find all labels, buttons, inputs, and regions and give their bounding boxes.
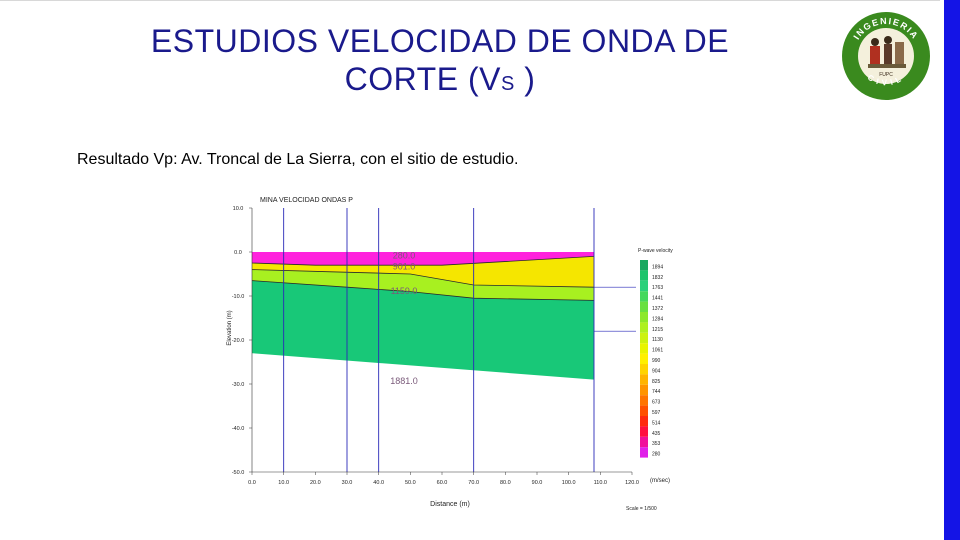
legend-swatch-11 [640,374,648,385]
y-tick-label-3: -20.0 [232,338,245,344]
x-tick-label-8: 80.0 [500,480,511,486]
legend-swatch-4 [640,301,648,312]
y-axis-label: Elevation (m) [227,310,233,345]
slide-title: ESTUDIOS VELOCIDAD DE ONDA DE CORTE (VS … [60,22,820,103]
legend-label-5: 1284 [652,316,663,322]
velocity-layer-1 [252,256,594,288]
ingenieria-civil-logo: INGENIERIA CIVIL FUPC [842,12,930,100]
legend-swatch-16 [640,426,648,437]
legend-label-15: 514 [652,420,661,426]
legend-swatch-8 [640,343,648,354]
legend-swatch-18 [640,447,648,458]
x-tick-label-3: 30.0 [342,480,353,486]
x-tick-label-11: 110.0 [594,480,607,486]
y-tick-label-4: -30.0 [232,382,245,388]
title-line-1: ESTUDIOS VELOCIDAD DE ONDA DE [150,23,730,59]
velocity-layer-2 [252,269,594,301]
x-tick-label-10: 100.0 [562,480,576,486]
title-line-2-subscript: S [500,73,515,95]
x-tick-label-12: 120.0 [625,480,639,486]
legend-swatch-5 [640,312,648,323]
legend-swatch-2 [640,280,648,292]
layer-velocity-label-0: 280.0 [393,251,416,261]
legend-label-7: 1130 [652,337,663,343]
legend-label-6: 1215 [652,327,663,333]
layer-boundary-1 [251,269,595,288]
legend-swatch-1 [640,270,648,281]
legend-label-8: 1061 [652,348,663,354]
velocity-layer-0 [252,252,594,266]
x-tick-label-7: 70.0 [468,480,479,486]
legend-swatch-13 [640,395,648,406]
logo-small-text: FUPC [879,72,893,78]
x-tick-label-6: 60.0 [437,480,448,486]
legend-swatch-17 [640,436,648,448]
legend-label-10: 904 [652,368,661,374]
y-tick-label-1: 0.0 [234,250,242,256]
legend-unit: (m/sec) [650,478,670,484]
y-tick-label-2: -10.0 [232,294,245,300]
legend-label-1: 1832 [652,275,663,281]
layer-velocity-label-3: 1881.0 [390,376,418,386]
x-tick-label-5: 50.0 [405,480,416,486]
x-tick-label-1: 10.0 [278,480,289,486]
legend-label-16: 435 [652,431,661,437]
chart-marks: 0.0 10.0 20.0 30.0 40.0 50.0 60.0 70.0 80.0 90.0 1… [232,206,664,486]
legend-swatch-0 [640,260,648,271]
top-border-line [0,0,940,1]
legend-swatch-14 [640,405,648,416]
legend-title: P-wave velocity [638,248,673,254]
x-tick-label-0: 0.0 [248,480,256,486]
title-line-2-end: ) [524,61,536,97]
legend-label-3: 1441 [652,296,663,302]
y-tick-label-0: 10.0 [233,206,244,212]
legend-swatch-6 [640,322,648,333]
legend-swatch-7 [640,332,648,344]
title-line-2-main: CORTE (V [344,61,501,97]
legend-label-13: 673 [652,400,661,406]
legend-label-17: 353 [652,441,661,447]
legend-label-12: 744 [652,389,661,395]
legend-label-11: 825 [652,379,661,385]
legend-label-4: 1372 [652,306,663,312]
legend-swatch-10 [640,364,648,375]
y-tick-label-6: -50.0 [232,470,245,476]
x-axis-label: Distance (m) [430,501,470,508]
layer-boundary-2 [251,280,595,301]
layer-velocity-label-1: 901.0 [393,262,416,272]
accent-side-bar [944,0,960,540]
scale-label: Scale = 1/500 [626,506,657,512]
x-tick-label-2: 20.0 [310,480,321,486]
legend-label-9: 990 [652,358,661,364]
velocity-layer-3 [252,280,594,380]
legend-label-18: 280 [652,452,661,458]
title-line-2: CORTE (VS ) [60,60,820,103]
chart-title: MINA VELOCIDAD ONDAS P [260,197,353,204]
legend-swatch-15 [640,416,648,427]
figure-caption: Resultado Vp: Av. Troncal de La Sierra, … [77,151,519,168]
logo-workers-illustration [868,36,906,68]
legend-label-2: 1763 [652,285,663,291]
velocity-profile-chart: MINA VELOCIDAD ONDAS P 0.0 10.0 20.0 30.0 40… [227,197,673,512]
legend-swatch-9 [640,353,648,364]
layer-velocity-label-2: 1159.0 [391,286,418,296]
legend-swatch-3 [640,291,648,302]
y-tick-label-5: -40.0 [232,426,245,432]
legend-label-0: 1894 [652,264,663,270]
legend-swatch-12 [640,384,648,396]
x-tick-label-9: 90.0 [532,480,543,486]
legend-label-14: 597 [652,410,661,416]
x-tick-label-4: 40.0 [373,480,384,486]
